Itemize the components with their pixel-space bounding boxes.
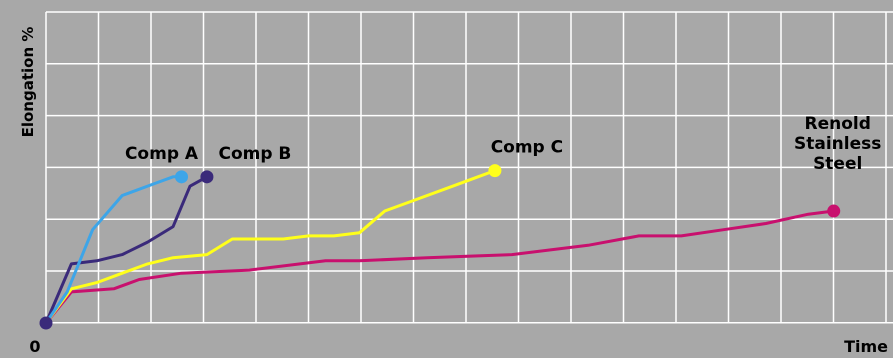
origin-label: 0: [29, 337, 40, 356]
series-line-comp-b: [44, 175, 209, 325]
series-label-comp-a: Comp A: [125, 144, 199, 164]
series-label-comp-b: Comp B: [218, 144, 291, 164]
series-endpoint-renold-stainless-steel: [827, 204, 841, 218]
series-labels: Renold Stainless Steel Comp C Comp B Comp A: [125, 114, 881, 174]
x-axis-label: Time: [844, 337, 888, 356]
series-label-comp-c: Comp C: [491, 138, 563, 158]
series-lines: [39, 164, 841, 330]
series-line-comp-a: [44, 175, 183, 325]
series-endpoint-comp-b: [200, 170, 214, 184]
series-label-renold-stainless-steel: Renold Stainless Steel: [794, 114, 881, 174]
gridlines: [45, 11, 893, 324]
series-endpoint-comp-a: [175, 170, 189, 184]
series-line-renold-stainless-steel: [44, 209, 836, 325]
origin-marker: [39, 316, 53, 330]
series-line-comp-c: [44, 169, 497, 325]
series-endpoint-comp-c: [488, 164, 502, 178]
y-axis-label: Elongation %: [19, 27, 37, 138]
